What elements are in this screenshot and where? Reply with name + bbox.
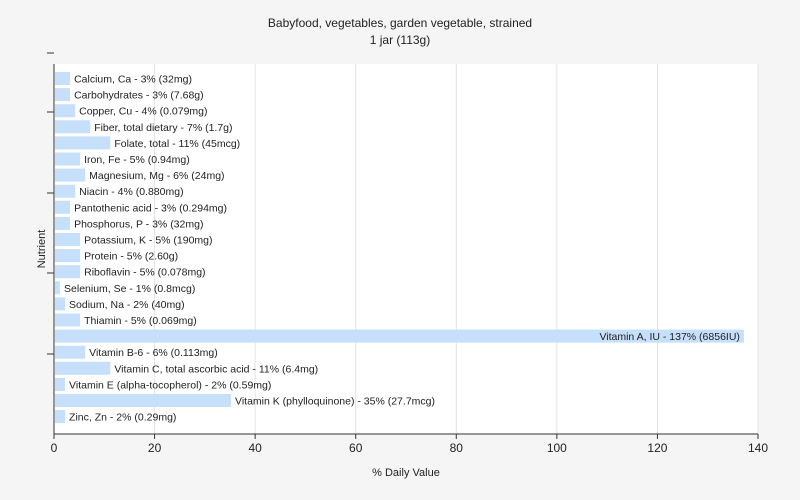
bar-label: Thiamin - 5% (0.069mg) bbox=[84, 315, 197, 327]
bar-label: Phosphorus, P - 3% (32mg) bbox=[74, 218, 203, 230]
bar bbox=[55, 233, 81, 246]
x-tick-label: 80 bbox=[450, 441, 464, 455]
bar bbox=[55, 345, 86, 359]
chart-subtitle: 1 jar (113g) bbox=[369, 33, 431, 47]
bar bbox=[55, 329, 744, 343]
bar bbox=[55, 216, 71, 230]
bar-label: Niacin - 4% (0.880mg) bbox=[79, 186, 183, 198]
bar-label: Vitamin K (phylloquinone) - 35% (27.7mcg… bbox=[235, 396, 435, 408]
gridlines bbox=[154, 64, 759, 434]
bar-label: Copper, Cu - 4% (0.079mg) bbox=[79, 106, 207, 118]
bar bbox=[55, 377, 66, 391]
bar-label: Potassium, K - 5% (190mg) bbox=[84, 235, 212, 247]
bar bbox=[55, 88, 71, 102]
bar-label: Riboflavin - 5% (0.078mg) bbox=[84, 267, 205, 279]
bar-label: Vitamin C, total ascorbic acid - 11% (6.… bbox=[114, 363, 318, 375]
chart-title: Babyfood, vegetables, garden vegetable, … bbox=[267, 16, 533, 30]
x-tick-label: 60 bbox=[349, 441, 363, 455]
bar bbox=[55, 297, 66, 311]
bar bbox=[55, 120, 91, 134]
axes: 0 20 40 60 80 100 120 140 bbox=[47, 52, 768, 455]
bar-label: Protein - 5% (2.60g) bbox=[84, 251, 178, 263]
bar bbox=[55, 136, 111, 150]
x-tick-label: 20 bbox=[148, 441, 162, 455]
bar-label: Iron, Fe - 5% (0.94mg) bbox=[84, 154, 190, 166]
x-tick-label: 0 bbox=[51, 441, 58, 455]
bar-label: Pantothenic acid - 3% (0.294mg) bbox=[74, 202, 227, 214]
bar-label: Zinc, Zn - 2% (0.29mg) bbox=[69, 412, 176, 424]
bar-label: Sodium, Na - 2% (40mg) bbox=[69, 299, 185, 311]
bar bbox=[55, 249, 81, 263]
x-tick-label: 100 bbox=[547, 441, 567, 455]
bar bbox=[55, 410, 66, 424]
bar bbox=[55, 168, 86, 182]
bar-label: Carbohydrates - 3% (7.68g) bbox=[74, 90, 204, 102]
bar bbox=[55, 184, 76, 198]
plot-area bbox=[54, 64, 758, 434]
x-axis-label: % Daily Value bbox=[372, 467, 440, 479]
bar bbox=[55, 361, 111, 375]
bar-label: Folate, total - 11% (45mcg) bbox=[114, 138, 240, 150]
x-tick-label: 140 bbox=[748, 441, 768, 455]
y-axis-label: Nutrient bbox=[36, 230, 48, 269]
x-tick-label: 40 bbox=[248, 441, 262, 455]
bar bbox=[55, 394, 231, 407]
bar bbox=[55, 265, 81, 279]
bar-label: Fiber, total dietary - 7% (1.7g) bbox=[94, 122, 232, 134]
bar-label: Selenium, Se - 1% (0.8mcg) bbox=[64, 283, 195, 295]
x-tick-label: 120 bbox=[647, 441, 667, 455]
bar bbox=[55, 200, 71, 214]
bar bbox=[55, 152, 81, 166]
bar bbox=[55, 313, 81, 327]
bar bbox=[55, 104, 76, 118]
bar bbox=[55, 72, 71, 85]
bar-label: Vitamin E (alpha-tocopherol) - 2% (0.59m… bbox=[69, 379, 271, 391]
bar bbox=[55, 281, 61, 295]
bar-label: Magnesium, Mg - 6% (24mg) bbox=[89, 170, 224, 182]
bar-label: Vitamin B-6 - 6% (0.113mg) bbox=[89, 347, 218, 359]
bar-label: Calcium, Ca - 3% (32mg) bbox=[74, 74, 192, 86]
bars: Calcium, Ca - 3% (32mg) Carbohydrates - 3… bbox=[55, 72, 744, 424]
bar-label: Vitamin A, IU - 137% (6856IU) bbox=[599, 331, 739, 343]
